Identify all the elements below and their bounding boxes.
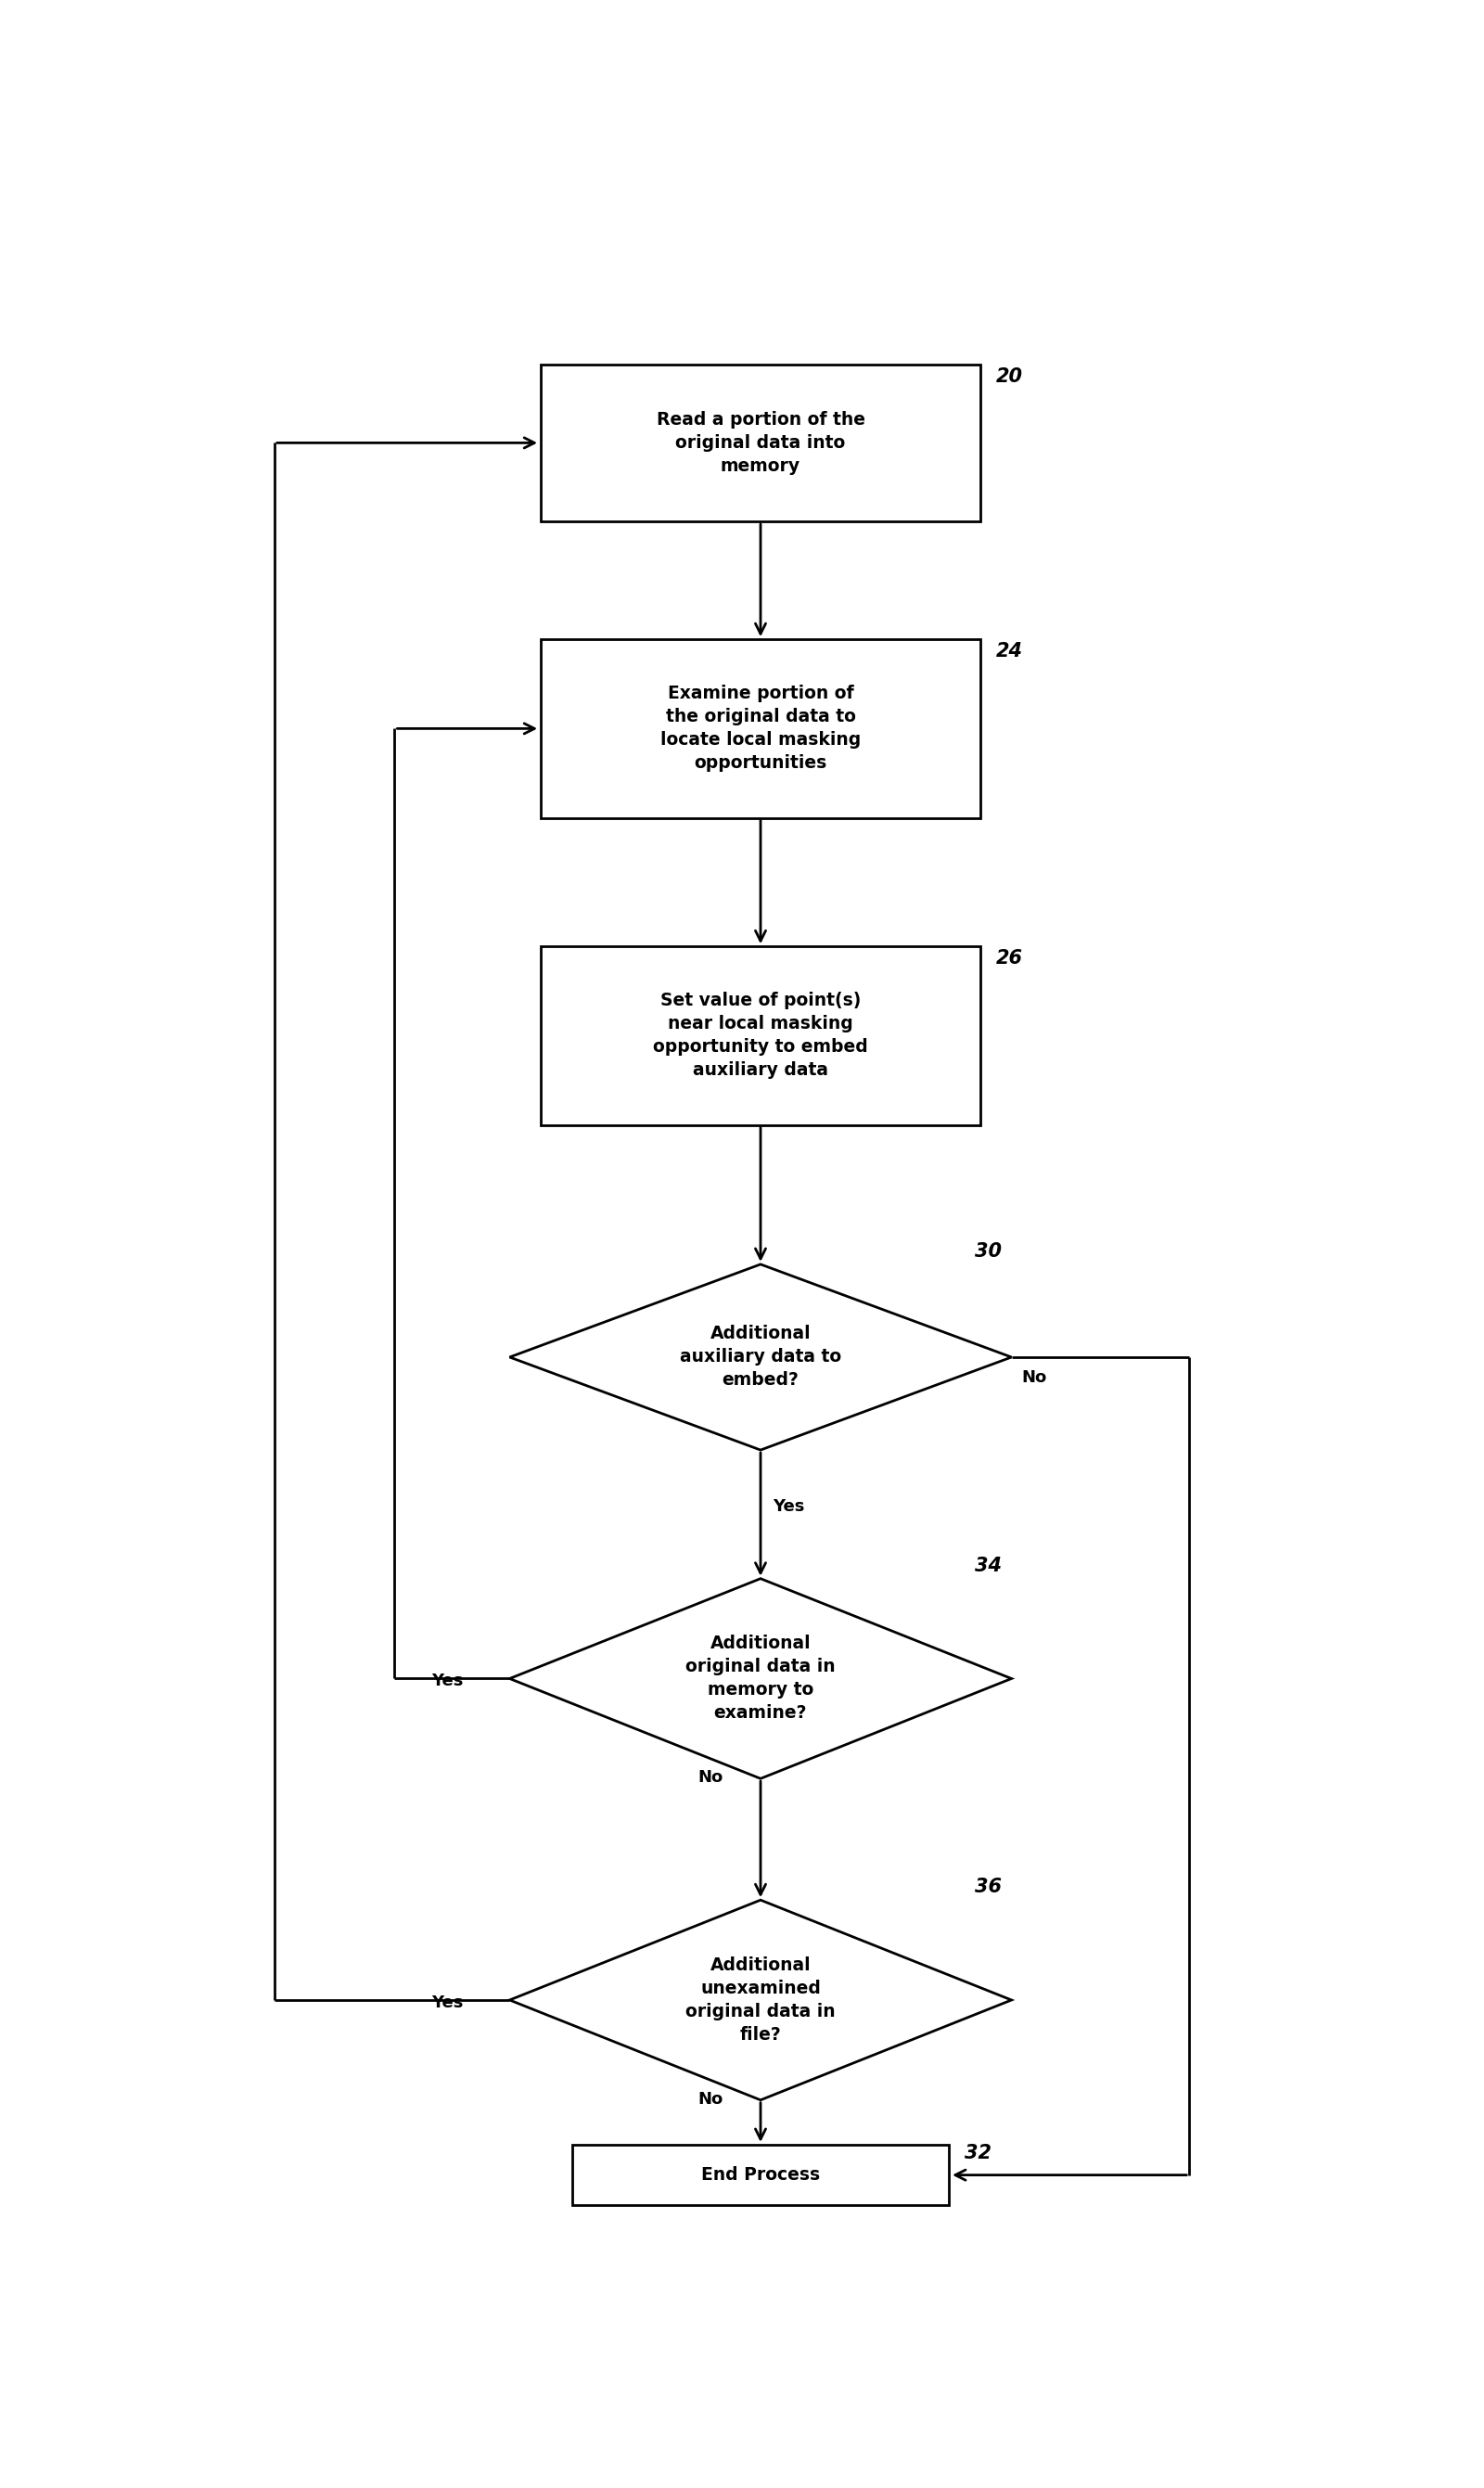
FancyBboxPatch shape <box>542 945 979 1125</box>
FancyBboxPatch shape <box>542 363 979 522</box>
Text: Yes: Yes <box>773 1498 804 1515</box>
Text: 32: 32 <box>965 2145 991 2162</box>
Text: Examine portion of
the original data to
locate local masking
opportunities: Examine portion of the original data to … <box>660 684 861 771</box>
Text: Additional
auxiliary data to
embed?: Additional auxiliary data to embed? <box>680 1326 841 1388</box>
Text: 34: 34 <box>975 1557 1002 1575</box>
Text: Yes: Yes <box>432 1672 463 1689</box>
Text: 20: 20 <box>996 368 1022 386</box>
Text: Read a portion of the
original data into
memory: Read a portion of the original data into… <box>656 411 865 475</box>
Text: End Process: End Process <box>700 2167 821 2184</box>
Text: 30: 30 <box>975 1242 1002 1261</box>
Polygon shape <box>509 1901 1012 2100</box>
Text: No: No <box>697 1769 723 1786</box>
FancyBboxPatch shape <box>573 2145 948 2204</box>
FancyBboxPatch shape <box>542 639 979 819</box>
Text: Set value of point(s)
near local masking
opportunity to embed
auxiliary data: Set value of point(s) near local masking… <box>653 993 868 1080</box>
Text: 36: 36 <box>975 1878 1002 1896</box>
Polygon shape <box>509 1577 1012 1779</box>
Text: 24: 24 <box>996 642 1022 662</box>
Text: No: No <box>1022 1368 1048 1386</box>
Text: Yes: Yes <box>432 1995 463 2010</box>
Text: Additional
unexamined
original data in
file?: Additional unexamined original data in f… <box>686 1956 835 2043</box>
Text: No: No <box>697 2090 723 2107</box>
Text: Additional
original data in
memory to
examine?: Additional original data in memory to ex… <box>686 1635 835 1722</box>
Polygon shape <box>509 1264 1012 1451</box>
Text: 26: 26 <box>996 950 1022 968</box>
